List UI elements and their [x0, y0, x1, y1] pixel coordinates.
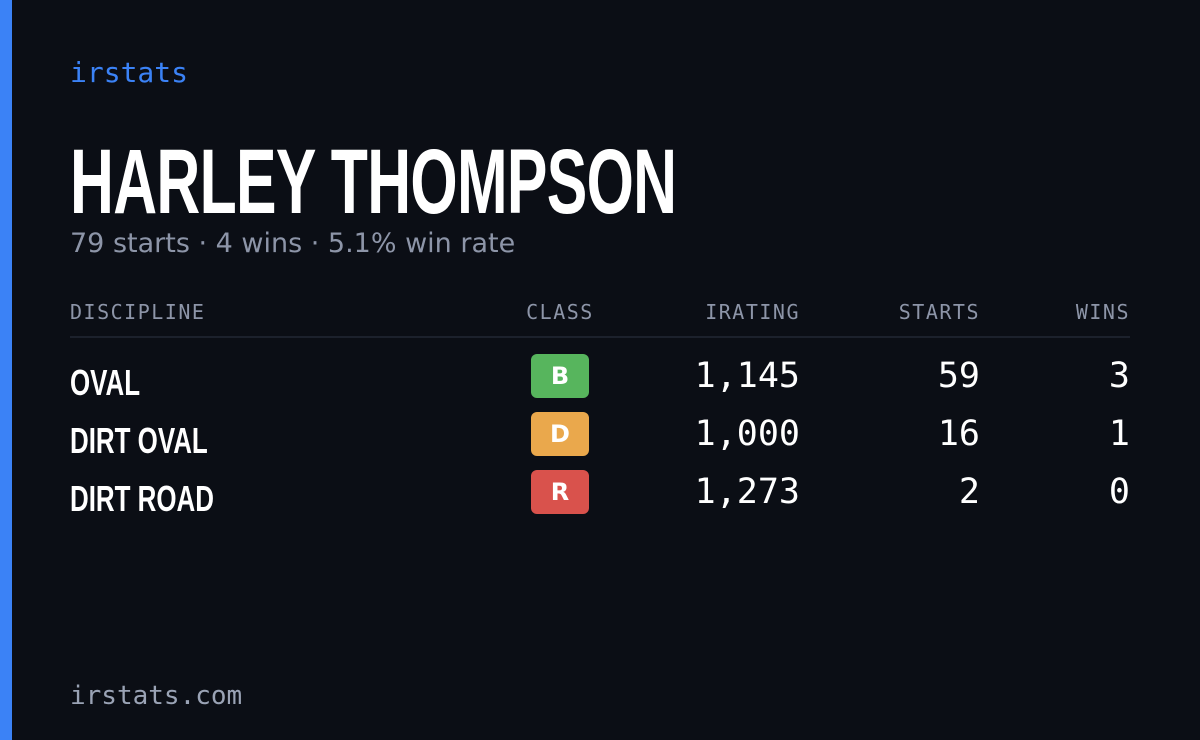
class-badge: B [531, 354, 589, 398]
starts: 2 [958, 472, 980, 512]
wins: 3 [1108, 356, 1130, 396]
discipline: DIRT OVAL [70, 420, 208, 461]
wins: 1 [1108, 414, 1130, 454]
column-header: STARTS [898, 300, 980, 324]
column-header: CLASS [526, 300, 594, 324]
accent-bar [0, 0, 12, 740]
irating: 1,000 [694, 414, 800, 454]
irating: 1,145 [694, 356, 800, 396]
class-badge: R [531, 470, 589, 514]
starts: 59 [937, 356, 980, 396]
driver-name: HARLEY THOMPSON [70, 131, 677, 233]
starts: 16 [937, 414, 980, 454]
wins: 0 [1108, 472, 1130, 512]
irating: 1,273 [694, 472, 800, 512]
column-header: DISCIPLINE [70, 300, 206, 324]
header-rule [70, 336, 1130, 338]
driver-summary: 79 starts · 4 wins · 5.1% win rate [70, 228, 516, 259]
footer: irstats.com [70, 681, 243, 711]
discipline: DIRT ROAD [70, 478, 214, 519]
column-header: IRATING [705, 300, 800, 324]
class-badge: D [531, 412, 589, 456]
discipline: OVAL [70, 362, 141, 403]
brand: irstats [70, 56, 189, 89]
column-header: WINS [1075, 300, 1130, 324]
